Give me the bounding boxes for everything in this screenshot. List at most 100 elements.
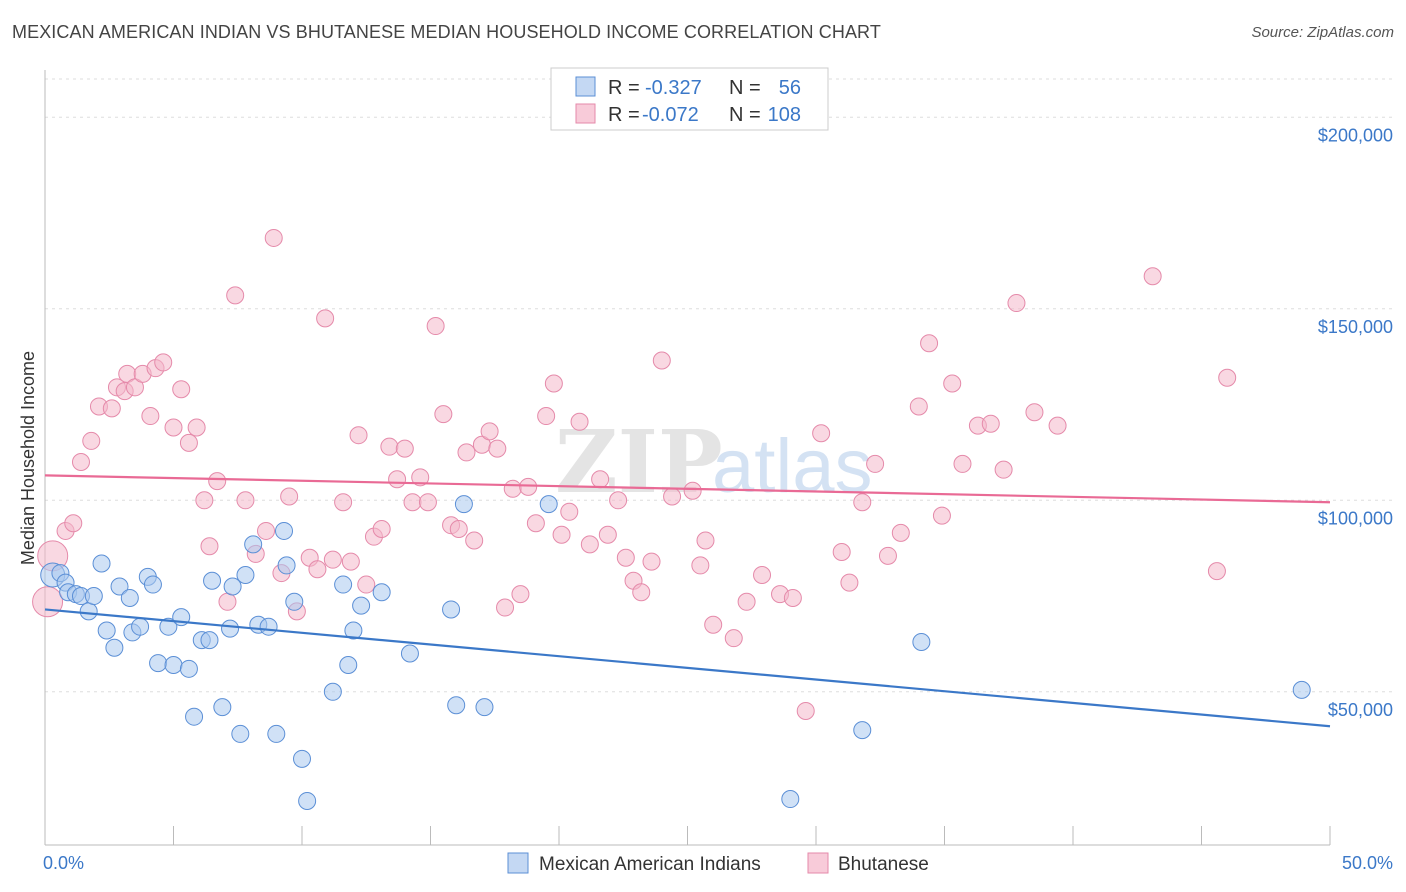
bhutanese-point: [812, 424, 831, 443]
bhutanese-point: [696, 531, 715, 550]
bhutanese-point: [511, 585, 530, 604]
bhutanese-point: [580, 535, 599, 554]
bhutanese-point: [1007, 294, 1026, 313]
legend-swatch-blue: [575, 76, 596, 97]
mexican-american-indian-point: [853, 721, 872, 740]
mexican-american-indian-point: [159, 617, 178, 636]
mexican-american-indian-point: [352, 596, 371, 615]
mexican-american-indian-point: [120, 588, 139, 607]
mexican-american-indian-point: [223, 577, 242, 596]
mexican-american-indian-point: [454, 495, 473, 514]
mexican-american-indian-point: [1292, 680, 1311, 699]
bhutanese-point: [932, 506, 951, 525]
bhutanese-point: [652, 351, 671, 370]
mexican-american-indian-point: [185, 707, 204, 726]
bhutanese-point: [609, 491, 628, 510]
bhutanese-point: [994, 460, 1013, 479]
bhutanese-point: [465, 531, 484, 550]
bhutanese-point: [341, 552, 360, 571]
bhutanese-point: [537, 407, 556, 426]
mexican-american-indian-point: [110, 577, 129, 596]
mexican-american-indian-point: [442, 600, 461, 619]
mexican-american-indian-point: [92, 554, 111, 573]
mexican-american-indian-point: [84, 587, 103, 606]
bhutanese-point: [570, 412, 589, 431]
trend-lines: [44, 474, 1331, 728]
y-tick-label: $150,000: [1318, 317, 1393, 337]
bhutanese-point: [426, 317, 445, 336]
bhutanese-point: [691, 556, 710, 575]
y-tick-labels: $50,000 $100,000 $150,000 $200,000: [1318, 125, 1393, 720]
bhutanese-point: [280, 487, 299, 506]
bhutanese-point: [878, 546, 897, 565]
mexican-american-indian-point: [267, 724, 286, 743]
bhutanese-point: [187, 418, 206, 437]
bhutanese-point: [226, 286, 245, 305]
bhutanese-point: [519, 477, 538, 496]
bhutanese-point: [218, 592, 237, 611]
mexican-american-indian-point: [200, 631, 219, 650]
bhutanese-point: [32, 586, 64, 618]
mexican-american-indian-point: [539, 495, 558, 514]
mexican-american-indian-point: [213, 698, 232, 717]
y-axis-label: Median Household Income: [18, 351, 38, 565]
mexican-american-indian-point: [372, 583, 391, 602]
bhutanese-point: [552, 525, 571, 544]
series-legend-swatch-pink: [807, 852, 829, 874]
bhutanese-point: [102, 399, 121, 418]
bhutanese-point: [526, 514, 545, 533]
x-tick-label-min: 0.0%: [43, 853, 84, 873]
bhutanese-point: [1143, 267, 1162, 286]
series-legend-swatch-blue: [507, 852, 529, 874]
mexican-american-indian-point: [231, 724, 250, 743]
y-tick-label: $50,000: [1328, 700, 1393, 720]
mexican-american-indian-point: [339, 655, 358, 674]
bhutanese-point: [82, 431, 101, 450]
legend-swatch-pink: [575, 103, 596, 124]
bhutanese-point: [208, 472, 227, 491]
bhutanese-point: [1218, 368, 1237, 387]
bhutanese-point: [704, 615, 723, 634]
bhutanese-point: [141, 407, 160, 426]
bhutanese-point: [457, 443, 476, 462]
mexican-american-indian-point: [236, 565, 255, 584]
source-label: Source: ZipAtlas.com: [1251, 24, 1394, 41]
bhutanese-point: [724, 629, 743, 648]
legend-r-value-2: -0.072: [642, 104, 699, 126]
bhutanese-point: [164, 418, 183, 437]
bhutanese-point: [195, 491, 214, 510]
mexican-american-indian-point: [105, 638, 124, 657]
bhutanese-point: [683, 481, 702, 500]
y-tick-label: $100,000: [1318, 508, 1393, 528]
mexican-american-indian-trend-line: [44, 608, 1331, 728]
bhutanese-point: [1207, 562, 1226, 581]
series-legend-label-blue: Mexican American Indians: [539, 854, 761, 875]
bhutanese-point: [449, 520, 468, 539]
bhutanese-point: [753, 565, 772, 584]
bhutanese-point: [125, 378, 144, 397]
legend-n-value-2: 108: [768, 104, 801, 126]
bhutanese-point: [480, 422, 499, 441]
mexican-american-indian-point: [323, 682, 342, 701]
mexican-american-indian-point: [79, 602, 98, 621]
mexican-american-indian-point: [912, 633, 931, 652]
x-ticks: [44, 826, 1331, 845]
bhutanese-point: [737, 592, 756, 611]
mexican-american-indian-point: [149, 654, 168, 673]
bhutanese-point: [496, 598, 515, 617]
mexican-american-indian-point: [244, 535, 263, 554]
bhutanese-point: [642, 552, 661, 571]
correlation-legend: R = -0.327 N = 56 R = -0.072 N = 108: [550, 67, 829, 131]
bhutanese-point: [783, 588, 802, 607]
bhutanese-point: [236, 491, 255, 510]
bhutanese-point: [395, 439, 414, 458]
bhutanese-point: [388, 470, 407, 489]
bhutanese-point: [308, 560, 327, 579]
bhutanese-point: [71, 453, 90, 471]
bhutanese-point: [179, 433, 198, 452]
bhutanese-point: [598, 525, 617, 544]
bhutanese-point: [264, 228, 283, 247]
bhutanese-point: [154, 353, 173, 372]
mexican-american-indian-point: [131, 617, 150, 636]
bhutanese-point: [411, 468, 430, 487]
